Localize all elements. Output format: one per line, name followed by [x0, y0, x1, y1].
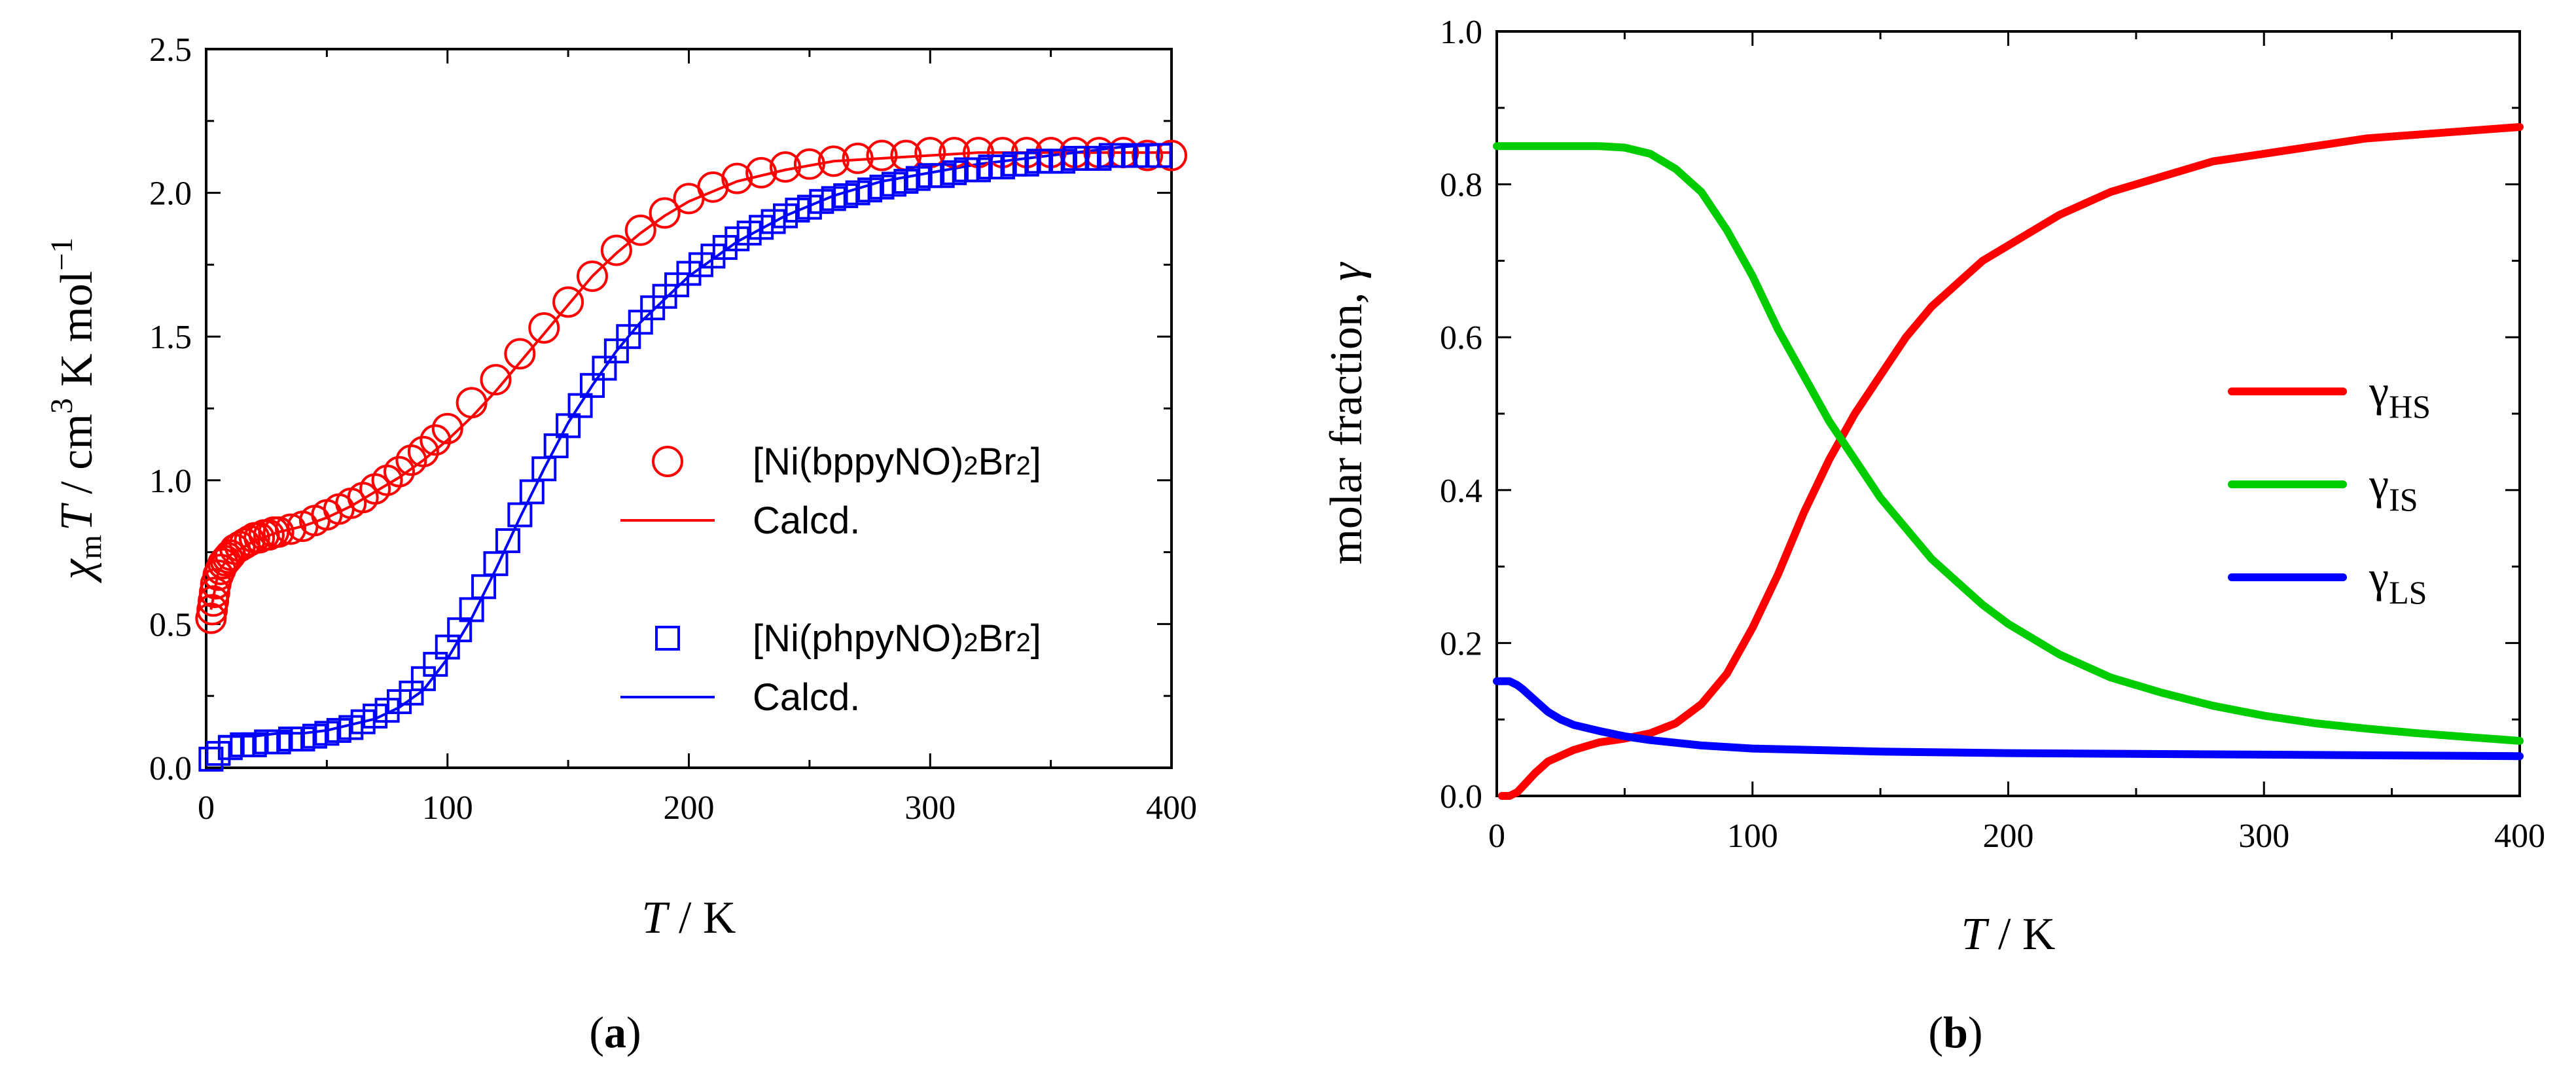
panel-b-series-line [1493, 677, 2524, 761]
panel-b-chart: 0 100 200 300 400 0.0 0.2 0.4 0.6 0.8 1.0 γHS γIS γLS… [1321, 14, 2545, 1057]
legend-series-name: [Ni(bppyNO)2Br2] [753, 441, 1041, 483]
panel-a-point [600, 234, 632, 266]
panel-b-x-tick-label: 300 [2238, 818, 2289, 855]
panel-b-legend: γHS γIS γLS [2228, 366, 2431, 611]
panel-a-point [195, 602, 227, 634]
panel-b-x-tick-label: 200 [1983, 818, 2034, 855]
panel-a-point [198, 585, 230, 617]
panel-b-data [1493, 123, 2524, 800]
panel-a-point [697, 171, 729, 203]
panel-a-point [196, 594, 228, 626]
panel-b-series-line [1493, 142, 2524, 745]
panel-a-point [1147, 143, 1172, 168]
panel-a-point [1156, 139, 1187, 171]
panel-a-point [577, 260, 608, 292]
panel-b-y-tick-label: 1.0 [1440, 14, 1482, 51]
panel-b-series-line [1497, 123, 2524, 800]
panel-a-y-axis-label: χmT / cm3 K mol−1 [45, 238, 108, 584]
panel-b-y-axis-label: molar fraction, γ [1321, 261, 1372, 564]
panel-b-x-axis-label: T / K [1961, 909, 2056, 960]
panel-a-point [866, 139, 898, 171]
panel-a-point [275, 513, 307, 545]
legend-square-marker [655, 626, 680, 651]
legend-series-name: γIS [2369, 459, 2418, 518]
legend-series-name: γLS [2369, 552, 2427, 611]
panel-a-point [229, 528, 260, 560]
panel-a-y-tick-label: 1.0 [149, 463, 192, 500]
panel-b-y-tick-label: 0.6 [1440, 319, 1482, 357]
panel-a-x-tick-label: 0 [198, 789, 215, 827]
legend-series-name: Calcd. [753, 676, 860, 719]
panel-a-y-tick-label: 0.5 [149, 606, 192, 643]
panel-a-point [384, 456, 415, 488]
panel-b-x-tick-label: 400 [2494, 818, 2545, 855]
panel-b-x-tick-label: 100 [1727, 818, 1778, 855]
panel-a-x-tick-label: 400 [1146, 789, 1197, 827]
panel-a-point [528, 312, 560, 344]
panel-a-series-line [209, 151, 1172, 610]
panel-a-x-tick-label: 100 [422, 789, 473, 827]
panel-b-y-tick-label: 0.8 [1440, 167, 1482, 204]
legend-series-name: Calcd. [753, 499, 860, 542]
panel-a-x-tick-label: 300 [904, 789, 956, 827]
panel-a-y-tick-label: 2.0 [149, 175, 192, 213]
panel-a-y-tick-label: 2.5 [149, 31, 192, 69]
panel-a-legend: [Ni(bppyNO)2Br2] Calcd. [Ni(phpyNO)2Br2] Ca… [620, 441, 1041, 719]
panel-a-point [420, 424, 452, 456]
panel-a-label: (a) [589, 1007, 641, 1057]
panel-b-y-tick-label: 0.2 [1440, 625, 1482, 662]
panel-a-point [456, 387, 488, 419]
panel-a-point [1132, 139, 1164, 171]
panel-a-point [721, 162, 753, 194]
panel-a-x-axis-label: T / K [642, 893, 736, 943]
panel-a-point [817, 145, 850, 177]
panel-b-plot-frame [1495, 30, 2521, 797]
panel-a-point [842, 142, 874, 174]
panel-a-chart: 0 100 200 300 400 0.0 0.5 1.0 1.5 2.0 2.5 [Ni(bppyN… [45, 31, 1197, 1057]
panel-b-y-tick-label: 0.4 [1440, 473, 1482, 510]
panel-a-y-tick-label: 0.0 [149, 750, 192, 787]
panel-a-point [770, 151, 801, 183]
panel-b-x-tick-label: 0 [1488, 818, 1505, 855]
panel-b-y-tick-label: 0.0 [1440, 778, 1482, 816]
panel-a-x-tick-label: 200 [664, 789, 715, 827]
panel-a-point [745, 156, 778, 189]
panel-a-point [198, 577, 230, 609]
panel-a-point [552, 286, 584, 318]
panel-a-point [624, 214, 656, 246]
panel-a-point [262, 516, 295, 548]
panel-a-point [407, 435, 439, 467]
panel-a-point [431, 412, 463, 444]
legend-circle-marker [652, 446, 683, 477]
panel-a-point [480, 364, 512, 396]
panel-a-point [793, 148, 825, 180]
legend-series-name: γHS [2369, 366, 2431, 425]
panel-a-point [504, 338, 536, 370]
panel-a-y-tick-label: 1.5 [149, 319, 192, 356]
panel-a-point [649, 197, 681, 229]
panel-a-data [195, 137, 1187, 772]
panel-a-point [495, 528, 520, 554]
panel-b-label: (b) [1928, 1007, 1982, 1057]
legend-series-name: [Ni(phpyNO)2Br2] [753, 617, 1041, 660]
